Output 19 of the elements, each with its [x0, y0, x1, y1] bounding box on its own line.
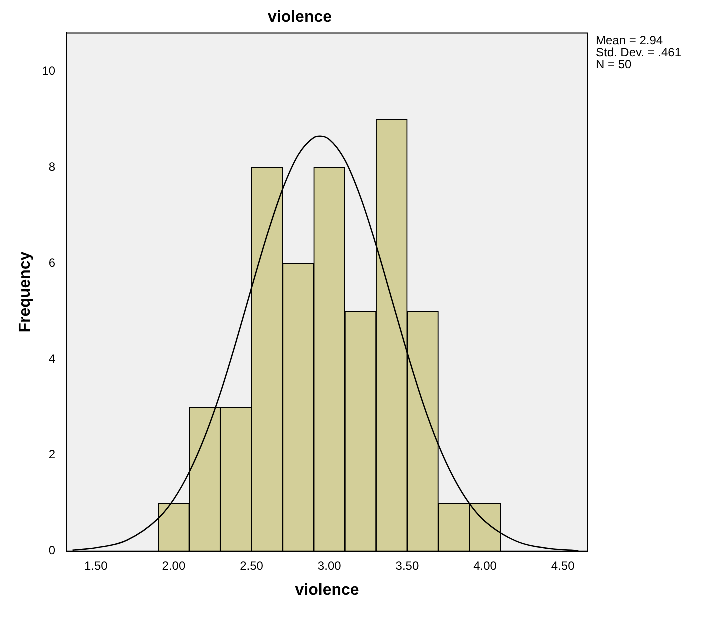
y-tick-label: 10	[42, 64, 56, 78]
x-tick-label: 3.50	[396, 558, 420, 573]
y-tick-label: 0	[48, 544, 56, 558]
x-tick-label: 2.50	[240, 558, 264, 573]
chart-title: violence	[268, 9, 332, 26]
y-tick-label: 2	[48, 448, 56, 462]
x-axis-title: violence	[295, 582, 360, 599]
x-tick-label: 4.50	[551, 558, 576, 573]
x-tick-label: 1.50	[84, 558, 108, 573]
text: Std. Dev. = .461	[596, 46, 682, 60]
y-tick-label: 4	[48, 352, 56, 366]
y-tick-label: 6	[48, 256, 56, 270]
x-tick-label: 2.00	[162, 558, 186, 573]
x-tick-label: 3.00	[318, 558, 342, 573]
x-tick-label: 4.00	[474, 558, 498, 573]
text: Mean = 2.94	[596, 34, 664, 48]
y-axis-title: Frequency	[17, 252, 34, 333]
text: N = 50	[596, 58, 632, 72]
y-tick-label: 8	[48, 160, 56, 174]
